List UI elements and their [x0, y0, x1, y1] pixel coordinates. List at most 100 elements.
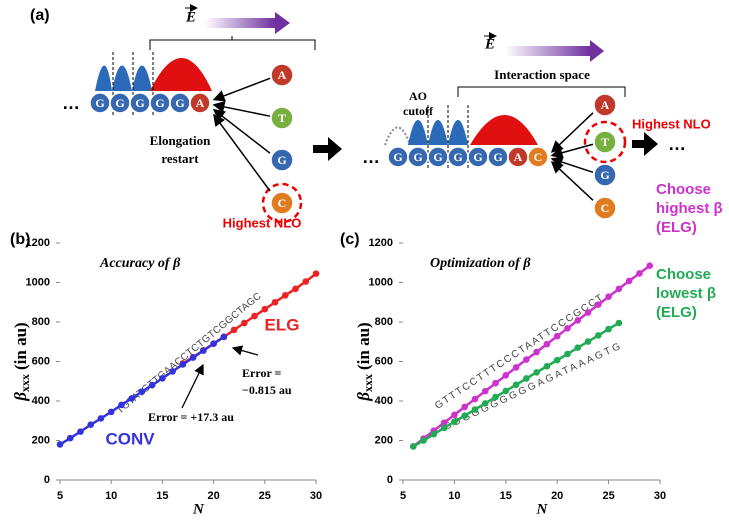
field-arrow-head [590, 40, 604, 62]
point [282, 292, 289, 299]
point [410, 443, 417, 450]
point [544, 341, 551, 348]
charts: (b)51015202530020040060080010001200Nβxxx… [10, 181, 723, 517]
bead-label: G [453, 150, 462, 164]
point [292, 286, 299, 293]
x-tick-label: 25 [259, 490, 271, 502]
point [57, 441, 64, 448]
diagram: (a) E … Elongation restart Highest NLO E… [30, 7, 711, 230]
point [272, 299, 279, 306]
y-tick-label: 600 [32, 355, 50, 367]
y-label-unit: (in au) [354, 322, 373, 370]
bead-label: A [601, 98, 610, 112]
point [98, 415, 105, 422]
point [574, 344, 581, 351]
x-tick-label: 10 [105, 490, 117, 502]
point [431, 431, 438, 438]
y-tick-label: 200 [375, 434, 393, 446]
point [472, 396, 479, 403]
big-arrow [313, 137, 342, 161]
point [302, 278, 309, 285]
x-axis-label: N [536, 501, 549, 517]
field-label: E [484, 36, 495, 52]
legend-label: Choose [656, 266, 711, 283]
legend-label: lowest β [656, 285, 716, 302]
point [626, 278, 633, 285]
x-tick-label: 10 [448, 490, 460, 502]
point [180, 361, 187, 368]
x-tick-label: 5 [57, 490, 63, 502]
point [262, 306, 269, 313]
bead-label: G [95, 96, 104, 110]
x-tick-label: 15 [500, 490, 512, 502]
point [616, 286, 623, 293]
link [214, 110, 270, 153]
page: (a) E … Elongation restart Highest NLO E… [0, 0, 729, 520]
highlight-label: Highest NLO [632, 116, 711, 131]
point [451, 418, 458, 425]
bead-label: A [196, 96, 205, 110]
y-tick-label: 400 [32, 395, 50, 407]
annotation: −0.815 au [242, 383, 292, 397]
point [574, 317, 581, 324]
point [564, 351, 571, 358]
bead-label: G [600, 168, 609, 182]
point [503, 388, 510, 395]
legend-label: (ELG) [656, 304, 697, 321]
y-label-symbol: β [11, 392, 30, 402]
point [461, 412, 468, 419]
point [472, 406, 479, 413]
point [159, 375, 166, 382]
y-tick-label: 1000 [26, 276, 50, 288]
legend-label: Choose [656, 181, 711, 198]
y-tick-label: 0 [44, 474, 50, 486]
bead-label: G [433, 150, 442, 164]
cutoff-orbital [385, 128, 410, 146]
bead-label: C [534, 150, 543, 164]
point [554, 333, 561, 340]
note: AO [409, 89, 427, 103]
field-label: E [185, 9, 196, 25]
point [605, 326, 612, 333]
field-arrow [205, 18, 275, 28]
point [461, 404, 468, 411]
point [513, 364, 520, 371]
point [636, 270, 643, 277]
y-tick-label: 1000 [369, 276, 393, 288]
point [482, 400, 489, 407]
highlight-label: Highest NLO [223, 215, 302, 230]
point [564, 325, 571, 332]
legend-label: (ELG) [656, 219, 697, 236]
point [149, 382, 156, 389]
bead-label: A [514, 150, 523, 164]
y-tick-label: 200 [32, 434, 50, 446]
y-label-sub: xxx [18, 374, 32, 392]
x-axis-label: N [192, 501, 205, 517]
x-tick-label: 15 [156, 490, 168, 502]
point [420, 437, 427, 444]
bead-label: G [413, 150, 422, 164]
point [67, 435, 74, 442]
link [552, 159, 593, 173]
field-arrow-head [275, 12, 290, 34]
series-line [413, 266, 649, 447]
orbital [408, 120, 468, 145]
point [482, 388, 489, 395]
point [108, 409, 115, 416]
point [251, 313, 258, 320]
y-tick-label: 600 [375, 355, 393, 367]
interaction-label: Interaction space [494, 67, 590, 82]
ellipsis: … [668, 134, 686, 154]
point [533, 349, 540, 356]
bead-label: T [601, 135, 609, 149]
point [492, 380, 499, 387]
orbital [95, 66, 152, 92]
point [595, 301, 602, 308]
figure: (a) E … Elongation restart Highest NLO E… [0, 0, 729, 520]
bead-label: G [175, 96, 184, 110]
point [128, 395, 135, 402]
bead-label: G [277, 153, 286, 167]
note: restart [161, 151, 199, 166]
field-arrow [505, 46, 590, 56]
bead-label: G [135, 96, 144, 110]
